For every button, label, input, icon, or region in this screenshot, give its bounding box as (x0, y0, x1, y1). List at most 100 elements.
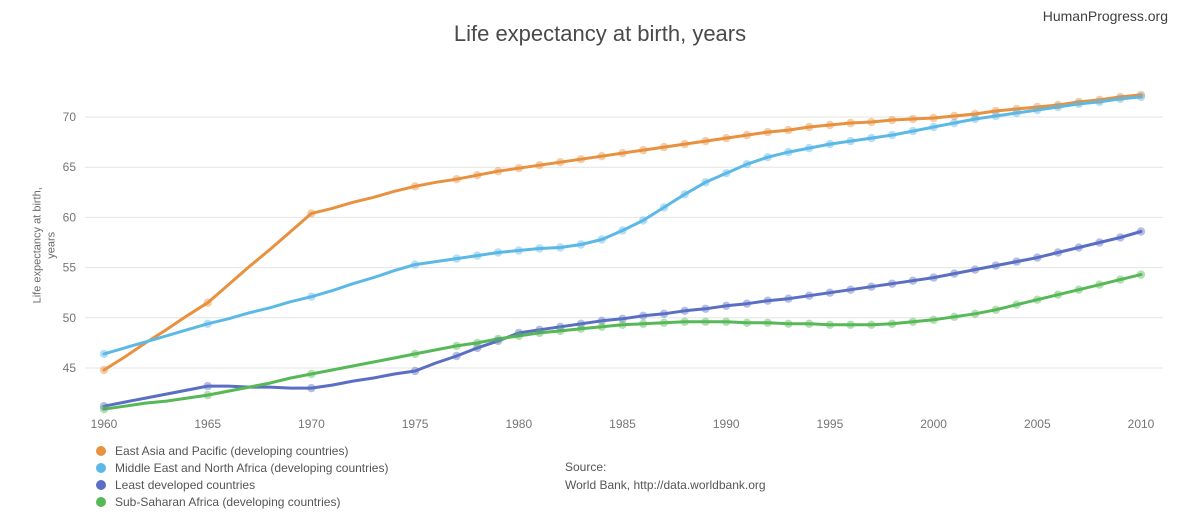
legend-dot-icon (96, 479, 106, 490)
data-point-eap (535, 161, 544, 170)
data-point-eap (908, 114, 918, 124)
data-point-ssa (763, 318, 772, 327)
data-point-ldc (410, 366, 420, 376)
data-point-ssa (618, 320, 627, 329)
data-point-mena (473, 251, 482, 260)
data-point-mena (991, 111, 1000, 121)
data-point-ldc (452, 351, 461, 361)
data-point-ssa (1136, 270, 1146, 279)
data-point-ssa (659, 318, 669, 327)
legend-dot-icon (96, 462, 106, 473)
data-point-eap (493, 167, 503, 176)
legend-label: Middle East and North Africa (developing… (115, 460, 389, 475)
x-tick-label: 1995 (817, 417, 844, 431)
data-point-ldc (701, 304, 710, 313)
data-point-ssa (639, 319, 648, 328)
data-point-ldc (970, 265, 980, 274)
data-point-ldc (742, 299, 752, 308)
data-point-eap (203, 298, 212, 307)
data-point-mena (618, 226, 627, 235)
data-point-eap (307, 209, 316, 218)
series-line-eap (102, 93, 1143, 372)
data-point-eap (950, 111, 959, 121)
data-point-eap (1074, 97, 1084, 107)
y-tick-label: 55 (63, 261, 77, 275)
x-tick-label: 2010 (1128, 417, 1155, 431)
data-point-ssa (784, 319, 793, 328)
data-point-mena (659, 203, 669, 212)
data-point-ssa (576, 324, 586, 333)
data-point-ldc (535, 325, 544, 334)
data-point-mena (805, 143, 814, 153)
data-point-eap (618, 148, 627, 158)
source-note: Source: World Bank, http://data.worldban… (565, 458, 766, 494)
data-point-ldc (722, 301, 731, 310)
data-point-ssa (99, 405, 109, 414)
data-point-mena (493, 248, 503, 257)
y-tick-label: 60 (63, 210, 77, 224)
y-tick-label: 45 (63, 361, 77, 375)
data-point-mena (722, 169, 731, 178)
data-point-ldc (556, 322, 565, 331)
data-point-ssa (473, 338, 482, 348)
data-point-ssa (1074, 285, 1084, 294)
data-point-eap (1095, 95, 1104, 105)
data-point-eap (99, 365, 109, 375)
data-point-ssa (203, 390, 212, 400)
data-point-ssa (452, 341, 461, 351)
data-point-mena (576, 240, 586, 249)
legend-item-least-developed[interactable]: Least developed countries (96, 476, 388, 493)
data-point-eap (722, 133, 731, 143)
data-point-ldc (618, 314, 627, 323)
data-point-eap (701, 136, 710, 146)
data-point-ssa (722, 317, 731, 326)
data-point-mena (1136, 92, 1146, 102)
data-point-mena (535, 244, 544, 253)
legend-label: Sub-Saharan Africa (developing countries… (115, 494, 341, 509)
data-point-mena (701, 178, 710, 187)
data-point-mena (970, 114, 980, 124)
data-point-mena (1012, 108, 1021, 118)
x-tick-label: 1980 (505, 417, 532, 431)
chart-legend: East Asia and Pacific (developing countr… (96, 442, 388, 510)
data-point-mena (597, 235, 606, 244)
data-point-mena (867, 133, 876, 143)
data-point-eap (784, 125, 793, 135)
data-point-ldc (1012, 257, 1021, 266)
data-point-ssa (970, 309, 980, 318)
data-point-eap (991, 106, 1000, 116)
data-point-ssa (680, 317, 689, 326)
data-point-mena (1074, 99, 1084, 109)
legend-item-sub-saharan-africa[interactable]: Sub-Saharan Africa (developing countries… (96, 493, 388, 510)
x-tick-label: 1990 (713, 417, 740, 431)
data-point-ldc (929, 273, 938, 282)
data-point-ldc (1136, 227, 1146, 236)
data-point-ssa (1095, 280, 1104, 289)
data-point-mena (639, 216, 648, 225)
legend-item-middle-east-north-africa[interactable]: Middle East and North Africa (developing… (96, 459, 388, 476)
data-point-mena (99, 349, 109, 359)
data-point-ssa (742, 318, 752, 327)
data-point-ldc (597, 316, 606, 325)
data-point-eap (514, 164, 523, 173)
legend-label: East Asia and Pacific (developing countr… (115, 443, 349, 458)
data-point-ldc (639, 311, 648, 320)
data-point-mena (846, 136, 855, 146)
data-point-ldc (307, 383, 316, 393)
data-point-ssa (887, 319, 897, 328)
data-point-ldc (99, 402, 109, 411)
data-point-ssa (1012, 300, 1021, 309)
brand-link[interactable]: HumanProgress.org (1042, 8, 1168, 24)
data-point-eap (805, 122, 814, 132)
data-point-ldc (950, 269, 959, 278)
data-point-mena (929, 122, 938, 132)
x-tick-label: 1965 (194, 417, 221, 431)
data-point-eap (1033, 102, 1042, 112)
legend-item-east-asia-pacific[interactable]: East Asia and Pacific (developing countr… (96, 442, 388, 459)
data-point-mena (1095, 97, 1104, 107)
data-point-ssa (701, 317, 710, 326)
data-point-ldc (473, 343, 482, 353)
data-point-ldc (1074, 243, 1084, 252)
